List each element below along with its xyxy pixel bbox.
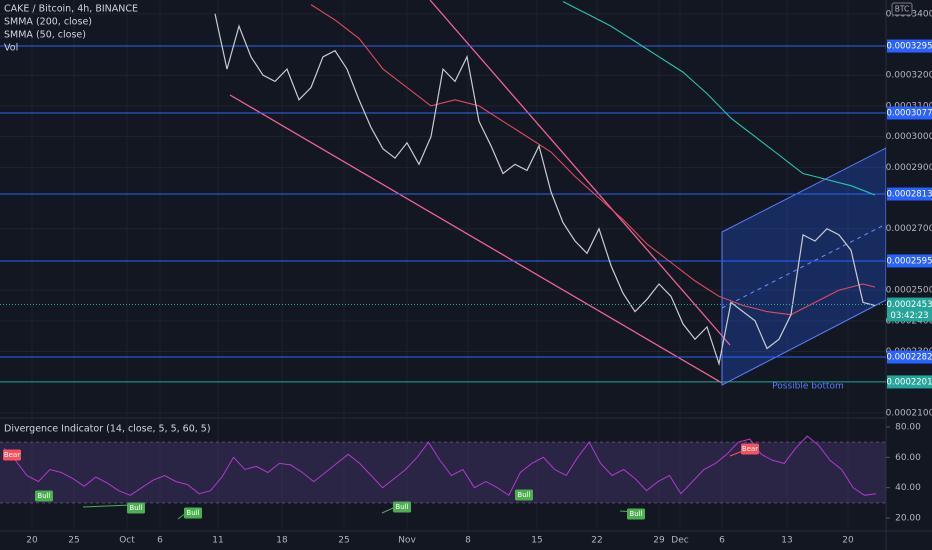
x-tick-label: Dec	[671, 536, 688, 546]
y-tick-label: 0.0003100	[886, 101, 932, 111]
signal-tag	[627, 508, 645, 520]
signal-tag	[515, 489, 533, 501]
x-tick-label: 25	[338, 536, 349, 546]
y-tick-label: 0.0002900	[886, 163, 932, 173]
signal-tag	[741, 443, 759, 455]
countdown-label: 03:42:23	[890, 311, 928, 321]
divergence-line	[82, 504, 133, 508]
price-level-label: 0.0003295	[887, 42, 932, 52]
x-tick-label: 6	[719, 536, 725, 546]
symbol-title: CAKE / Bitcoin, 4h, BINANCE	[4, 4, 138, 15]
annotation: Possible bottom	[772, 382, 844, 392]
y-tick-label: 40.00	[895, 483, 921, 493]
x-tick-label: 25	[68, 536, 79, 546]
x-tick-label: Nov	[398, 536, 416, 546]
signal-tag	[127, 502, 145, 514]
indicator-line	[3, 435, 877, 497]
y-tick-label: 0.0003200	[886, 71, 932, 81]
x-tick-label: 8	[465, 536, 471, 546]
signal-tag	[393, 501, 411, 513]
price-level-tag	[887, 350, 932, 364]
moving-average	[310, 4, 876, 316]
x-tick-label: 13	[781, 536, 792, 546]
x-tick-label: 22	[591, 536, 602, 546]
price-level-tag	[887, 375, 932, 389]
signal-tag	[3, 449, 21, 461]
x-tick-label: 20	[842, 536, 854, 546]
price-level-tag	[887, 39, 932, 53]
axes: 2025Oct6111825Nov8152229Dec613200.000340…	[26, 9, 932, 546]
price-level-tag	[887, 254, 932, 268]
x-tick-label: 6	[157, 536, 163, 546]
price-level-label: 0.0002201	[887, 377, 932, 387]
x-tick-label: 15	[531, 536, 542, 546]
currency-tag	[891, 2, 913, 16]
y-tick-label: 0.0002100	[886, 408, 932, 418]
volume-label: Vol	[4, 43, 18, 54]
price-level-label: 0.0002813	[887, 190, 932, 200]
signal-label: Bull	[629, 510, 642, 518]
x-tick-label: 29	[653, 536, 665, 546]
y-tick-label: 60.00	[895, 453, 921, 463]
currency-label: BTC	[895, 5, 910, 14]
y-tick-label: 0.0002500	[886, 286, 932, 296]
signal-label: Bull	[37, 492, 50, 500]
signal-label: Bull	[129, 504, 142, 512]
x-tick-label: 11	[212, 536, 223, 546]
signal-label: Bull	[395, 503, 408, 511]
price-level-label: 0.0003077	[887, 108, 932, 118]
trendline-lower	[229, 94, 723, 384]
price-level-tag	[887, 187, 932, 201]
signal-tag	[184, 507, 202, 519]
legend-entry: SMMA (200, close)	[4, 17, 92, 28]
x-tick-label: Oct	[119, 536, 135, 546]
signal-tag	[35, 490, 53, 502]
y-tick-label: 20.00	[895, 514, 921, 524]
signal-label: Bear	[742, 445, 758, 453]
moving-average	[562, 1, 876, 196]
drawings	[229, 0, 886, 386]
trendline-upper	[429, 0, 731, 346]
x-tick-label: 20	[26, 536, 38, 546]
y-tick-label: 0.0002700	[886, 224, 932, 234]
signal-label: Bull	[517, 491, 530, 499]
channel-midline	[721, 223, 886, 309]
price-level-label: 0.0002282	[887, 353, 932, 363]
last-price-tag	[887, 297, 932, 322]
y-tick-label: 0.0003000	[886, 132, 932, 142]
indicator-title: Divergence Indicator (14, close, 5, 5, 6…	[4, 424, 211, 435]
price-level-tag	[887, 106, 932, 120]
x-tick-label: 18	[276, 536, 288, 546]
legend-entry: SMMA (50, close)	[4, 30, 86, 41]
price-line	[214, 13, 876, 367]
price-pane	[0, 1, 886, 383]
price-level-label: 0.0002595	[887, 256, 932, 266]
last-price-label: 0.0002453	[887, 300, 932, 310]
signal-label: Bear	[4, 451, 20, 459]
y-tick-label: 80.00	[895, 422, 921, 432]
grid	[0, 13, 886, 414]
signal-label: Bull	[186, 509, 199, 517]
